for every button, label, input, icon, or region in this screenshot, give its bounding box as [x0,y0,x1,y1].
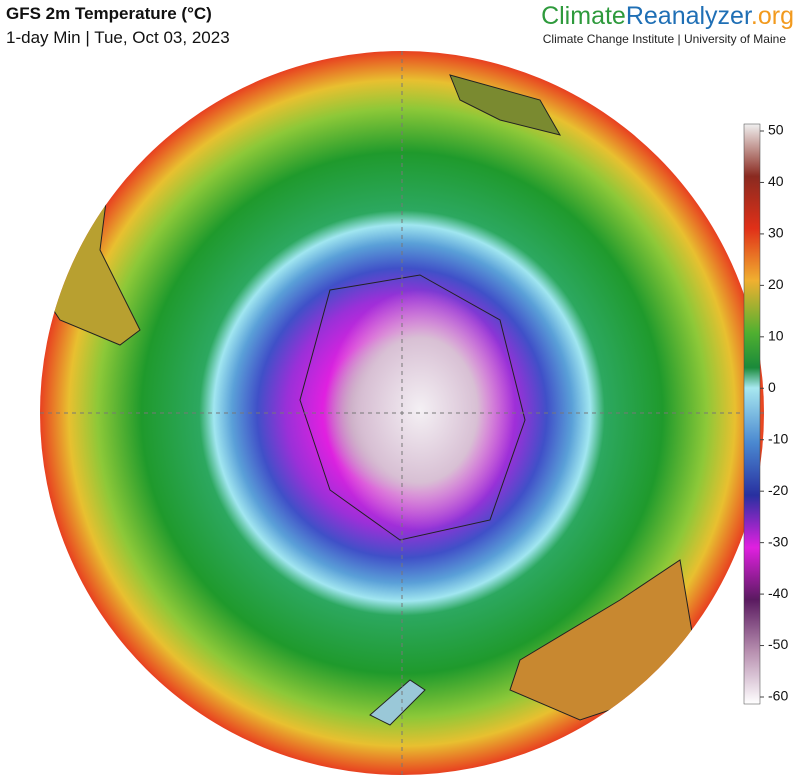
title: GFS 2m Temperature (°C) [6,4,212,23]
colorbar-tick-label: 0 [768,379,776,395]
colorbar-tick-label: -60 [768,688,788,704]
colorbar-tick-label: 40 [768,173,784,189]
colorbar-tick-label: -30 [768,533,788,549]
subtitle: 1-day Min | Tue, Oct 03, 2023 [6,28,230,47]
colorbar-tick-label: 50 [768,122,784,138]
brand: ClimateReanalyzer.org [541,2,794,31]
colorbar-tick-label: -50 [768,636,788,652]
organization: Climate Change Institute | University of… [542,32,786,46]
brand-part: Reanalyzer [625,2,751,30]
colorbar-tick-label: -10 [768,430,788,446]
brand-part: Climate [541,2,626,30]
colorbar [743,123,761,705]
colorbar-tick-label: 20 [768,276,784,292]
colorbar-tick-label: 30 [768,225,784,241]
brand-part: .org [750,2,794,30]
land [40,51,764,775]
colorbar-tick-label: 10 [768,328,784,344]
colorbar-tick-label: -40 [768,585,788,601]
colorbar-tick-label: -20 [768,482,788,498]
